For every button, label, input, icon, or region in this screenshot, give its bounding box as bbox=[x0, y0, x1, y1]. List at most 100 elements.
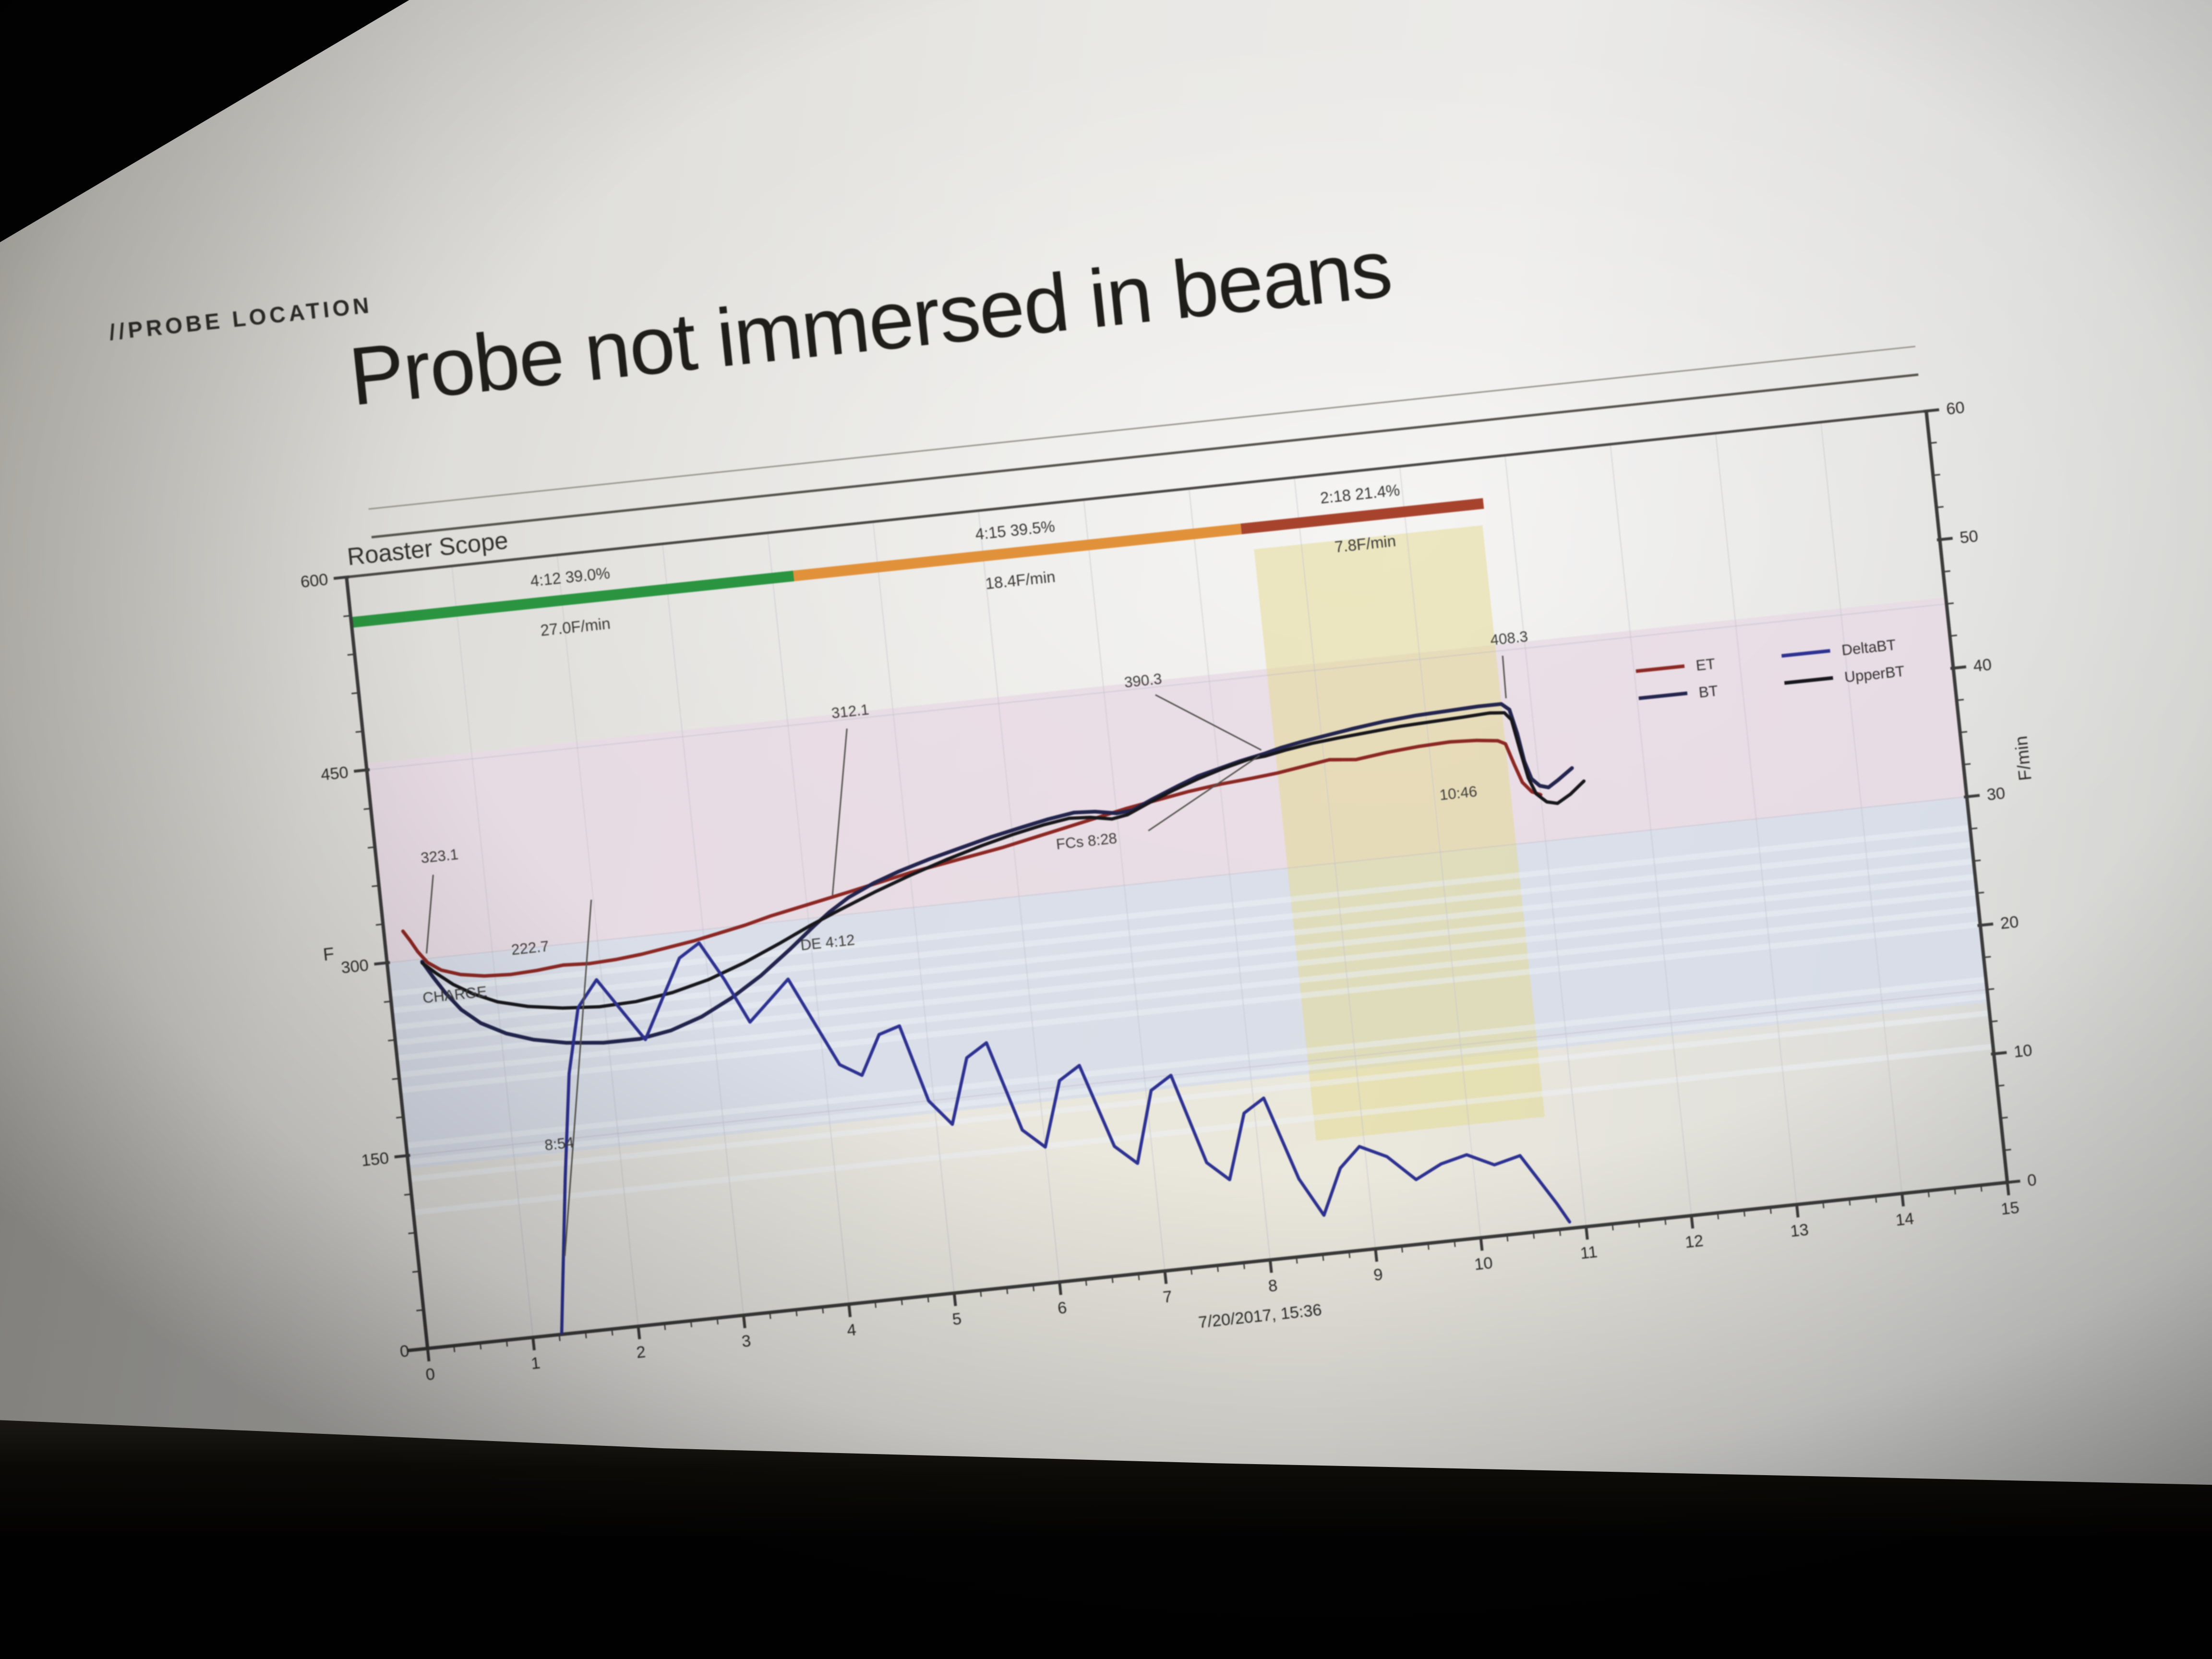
right-tick-label-0: 0 bbox=[2026, 1171, 2037, 1190]
gridline-v-13 bbox=[1715, 433, 1798, 1205]
gridline-h-150 bbox=[407, 989, 1987, 1156]
right-minor-tick bbox=[1970, 827, 1978, 830]
left-minor-tick bbox=[408, 1232, 416, 1235]
bottom-minor-tick bbox=[795, 1310, 798, 1316]
bottom-tick-4 bbox=[847, 1304, 852, 1317]
bottom-minor-tick bbox=[822, 1307, 824, 1314]
legend-swatch-upperbt bbox=[1784, 676, 1833, 685]
right-minor-tick bbox=[1987, 988, 1995, 990]
bottom-minor-tick bbox=[1611, 1224, 1614, 1231]
bottom-minor-tick bbox=[1980, 1185, 1983, 1192]
annotation-8-54: 8:54 bbox=[544, 1134, 575, 1154]
annotation-323-1: 323.1 bbox=[420, 846, 459, 866]
slide-kicker: //PROBE LOCATION bbox=[108, 292, 373, 345]
left-tick-300 bbox=[374, 961, 390, 966]
bottom-tick-label-10: 10 bbox=[1473, 1254, 1493, 1274]
bottom-minor-tick bbox=[1875, 1196, 1877, 1203]
bottom-tick-1 bbox=[531, 1337, 536, 1351]
right-minor-tick bbox=[1973, 859, 1981, 862]
bottom-minor-tick bbox=[558, 1334, 561, 1341]
bottom-minor-tick bbox=[1664, 1218, 1667, 1225]
phase-bar-1 bbox=[793, 523, 1242, 581]
left-minor-tick bbox=[384, 1000, 391, 1003]
left-minor-tick bbox=[363, 807, 371, 810]
left-tick-label-150: 150 bbox=[361, 1149, 390, 1170]
gridline-v-10 bbox=[1399, 466, 1481, 1238]
gridline-v-9 bbox=[1294, 477, 1376, 1249]
phase-time-label-2: 2:18 21.4% bbox=[1319, 481, 1400, 507]
streak-row-5 bbox=[398, 906, 1979, 1078]
right-minor-tick bbox=[1997, 1084, 2005, 1087]
annotation-408-3: 408.3 bbox=[1490, 628, 1529, 649]
right-minor-tick bbox=[1949, 634, 1958, 637]
streak-row-2 bbox=[393, 858, 1974, 1031]
legend-swatch-bt bbox=[1638, 691, 1688, 700]
annotation-line-7 bbox=[1502, 655, 1507, 698]
right-tick-label-50: 50 bbox=[1959, 527, 1979, 547]
streak-row-3 bbox=[395, 874, 1976, 1046]
right-minor-tick bbox=[1933, 474, 1940, 476]
annotation-line-0 bbox=[426, 875, 434, 954]
curve-bt bbox=[420, 702, 1574, 1045]
right-tick-label-40: 40 bbox=[1972, 656, 1993, 676]
bottom-axis bbox=[407, 1180, 2008, 1353]
bottom-minor-tick bbox=[611, 1329, 613, 1336]
right-minor-tick bbox=[1963, 763, 1971, 766]
bottom-tick-0 bbox=[426, 1348, 431, 1362]
right-minor-tick bbox=[1936, 506, 1944, 508]
right-minor-tick bbox=[1956, 698, 1964, 701]
right-tick-20 bbox=[1977, 922, 1994, 927]
bottom-minor-tick bbox=[1216, 1265, 1219, 1272]
left-minor-tick bbox=[396, 1116, 404, 1119]
left-tick-label-0: 0 bbox=[399, 1342, 410, 1361]
left-axis-title: F bbox=[322, 943, 335, 964]
bottom-tick-label-14: 14 bbox=[1895, 1210, 1915, 1230]
bottom-tick-label-4: 4 bbox=[846, 1321, 857, 1340]
right-tick-40 bbox=[1950, 665, 1967, 670]
streak-row-4 bbox=[397, 889, 1977, 1061]
bottom-tick-label-13: 13 bbox=[1790, 1221, 1810, 1241]
phase-rate-label-1: 18.4F/min bbox=[985, 568, 1056, 593]
left-tick-450 bbox=[353, 768, 370, 773]
bottom-tick-label-15: 15 bbox=[2000, 1199, 2020, 1219]
right-axis-title: F/min bbox=[2010, 735, 2035, 781]
phase-band-h-0 bbox=[366, 597, 1967, 963]
bottom-tick-5 bbox=[952, 1293, 957, 1306]
bottom-minor-tick bbox=[664, 1323, 666, 1330]
right-tick-0 bbox=[2004, 1179, 2020, 1184]
gridline-h-300 bbox=[387, 796, 1967, 963]
bottom-tick-11 bbox=[1585, 1226, 1589, 1240]
left-minor-tick bbox=[351, 692, 359, 695]
right-minor-tick bbox=[2004, 1149, 2011, 1151]
bottom-minor-tick bbox=[505, 1340, 508, 1347]
gridline-v-3 bbox=[661, 543, 745, 1316]
left-tick-label-300: 300 bbox=[340, 956, 370, 977]
right-tick-label-60: 60 bbox=[1946, 398, 1966, 419]
left-minor-tick bbox=[388, 1039, 396, 1042]
bottom-tick-12 bbox=[1690, 1215, 1695, 1229]
annotation-222-7: 222.7 bbox=[510, 938, 550, 958]
left-tick-150 bbox=[394, 1154, 410, 1159]
bottom-minor-tick bbox=[1822, 1202, 1825, 1209]
right-minor-tick bbox=[1977, 891, 1984, 894]
bottom-tick-2 bbox=[637, 1326, 641, 1340]
left-minor-tick bbox=[372, 885, 379, 887]
curve-upperbt bbox=[421, 711, 1586, 1010]
phase-bar-0 bbox=[350, 570, 794, 628]
annotation-line-6 bbox=[1148, 755, 1260, 831]
bottom-tick-10 bbox=[1479, 1238, 1484, 1251]
bottom-tick-label-8: 8 bbox=[1267, 1276, 1278, 1296]
gridline-v-2 bbox=[556, 554, 639, 1327]
bottom-tick-label-11: 11 bbox=[1579, 1243, 1598, 1263]
slide-title: Probe not immersed in beans bbox=[345, 222, 1395, 423]
bottom-tick-15 bbox=[2006, 1182, 2010, 1196]
bottom-tick-6 bbox=[1058, 1282, 1062, 1295]
bottom-minor-tick bbox=[453, 1346, 456, 1352]
bottom-tick-7 bbox=[1163, 1271, 1168, 1284]
bottom-minor-tick bbox=[874, 1301, 877, 1308]
bottom-tick-label-9: 9 bbox=[1373, 1265, 1384, 1285]
streak-row-8 bbox=[408, 993, 1988, 1166]
gridline-v-8 bbox=[1188, 488, 1271, 1260]
